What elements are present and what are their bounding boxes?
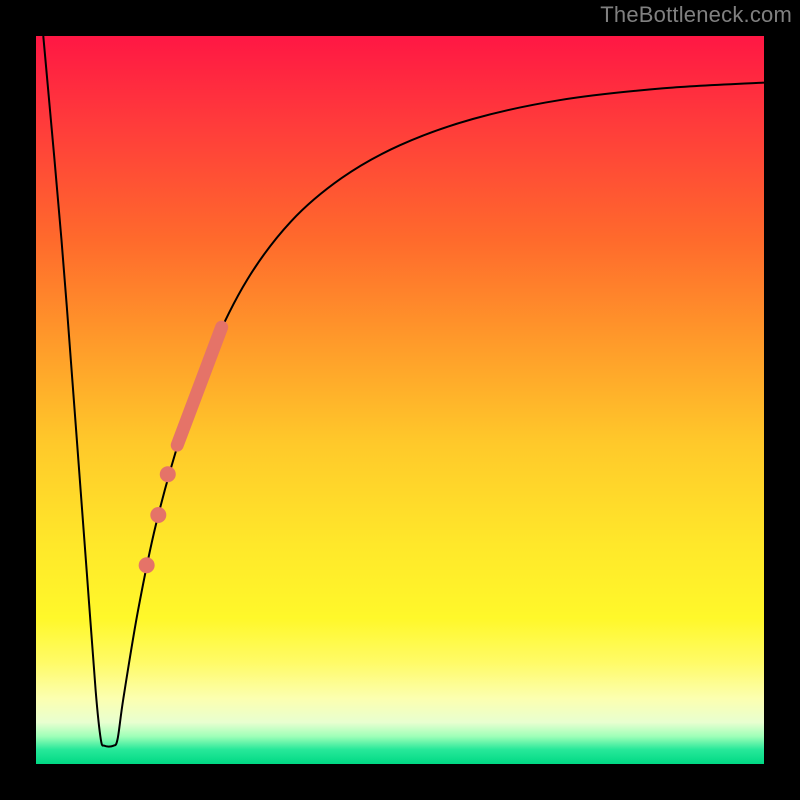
highlight-dot — [139, 557, 155, 573]
bottleneck-chart — [0, 0, 800, 800]
chart-container: TheBottleneck.com — [0, 0, 800, 800]
highlight-dot — [150, 507, 166, 523]
highlight-dot — [160, 466, 176, 482]
watermark-text: TheBottleneck.com — [600, 2, 792, 28]
